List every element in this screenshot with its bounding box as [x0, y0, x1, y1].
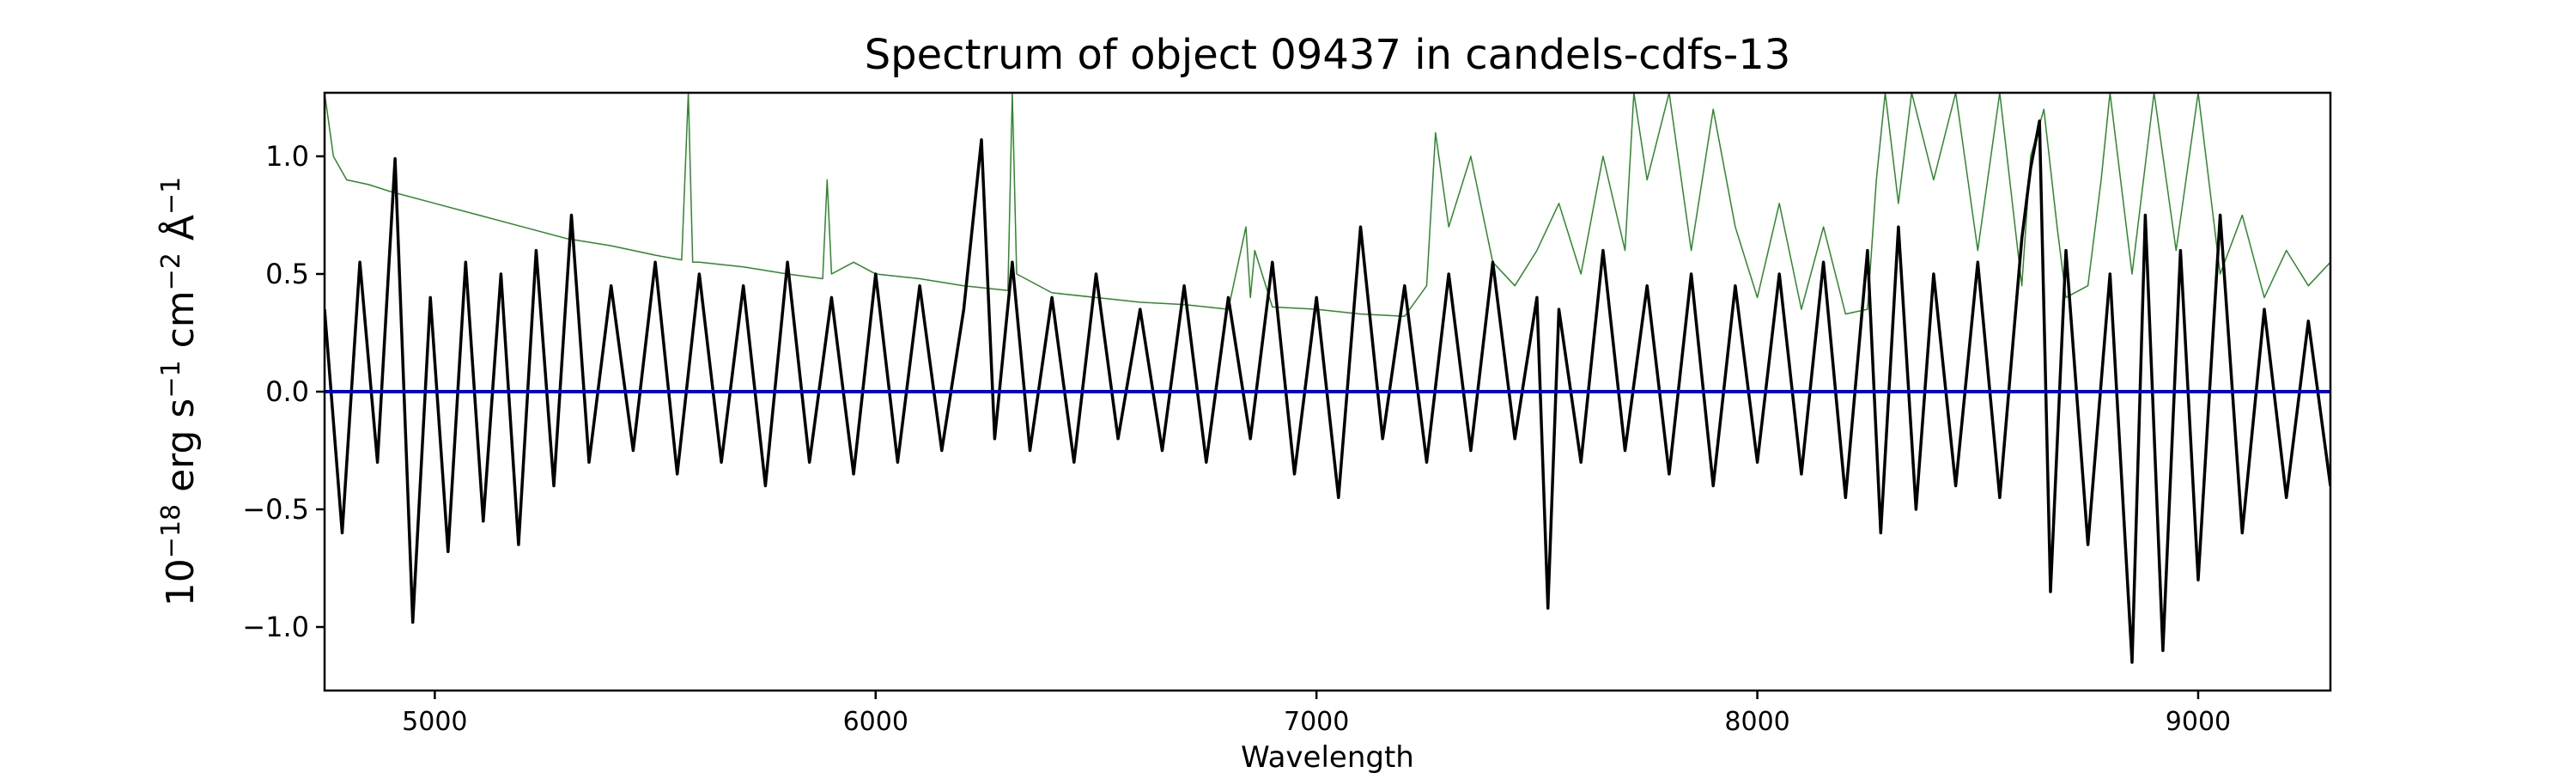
plot-area [325, 93, 2330, 664]
x-tick-label: 5000 [402, 707, 467, 737]
y-tick-label: 0.5 [265, 258, 309, 290]
x-tick-label: 8000 [1724, 707, 1789, 737]
y-tick-label: −1.0 [242, 611, 309, 643]
y-tick-label: −0.5 [242, 493, 309, 526]
y-tick-label: 0.0 [265, 375, 309, 408]
x-tick-label: 7000 [1284, 707, 1349, 737]
chart-title: Spectrum of object 09437 in candels-cdfs… [865, 31, 1791, 79]
y-tick-label: 1.0 [265, 140, 309, 173]
x-tick-label: 6000 [843, 707, 908, 737]
flux-series-line [325, 119, 2330, 664]
error-series-line [325, 93, 2330, 318]
x-axis-label: Wavelength [1241, 740, 1414, 773]
x-tick-label: 9000 [2166, 707, 2231, 737]
x-axis: 5000 6000 7000 8000 9000 [402, 691, 2231, 737]
y-axis-label: 10−18 erg s−1 cm−2 Å−1 [156, 177, 203, 606]
y-axis: −1.0 −0.5 0.0 0.5 1.0 [242, 140, 325, 643]
